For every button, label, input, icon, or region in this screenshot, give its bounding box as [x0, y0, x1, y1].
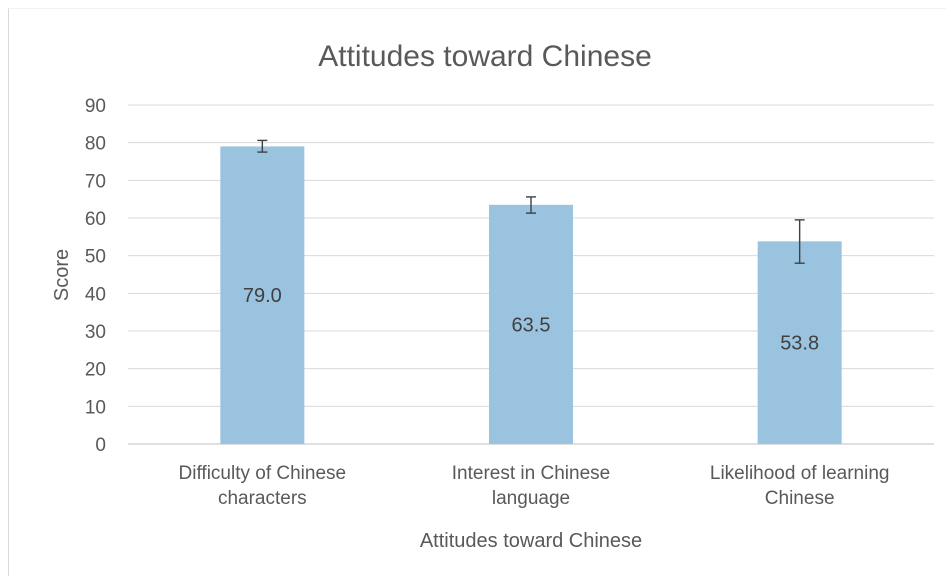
y-tick-label: 50	[85, 247, 106, 268]
y-tick-label: 40	[85, 284, 106, 305]
x-tick-label: Difficulty of Chinese characters	[179, 463, 347, 509]
bar	[220, 146, 305, 444]
data-label: 79.0	[243, 285, 282, 307]
y-tick-label: 20	[85, 360, 106, 381]
y-tick-label: 70	[85, 171, 106, 192]
x-axis-title: Attitudes toward Chinese	[420, 530, 642, 552]
y-tick-label: 10	[85, 397, 106, 418]
y-tick-label: 80	[85, 134, 106, 155]
y-axis-tick-labels: 0 10 20 30 40 50 60 70 80 90	[85, 96, 106, 456]
chart-title: Attitudes toward Chinese	[318, 40, 652, 73]
y-tick-label: 60	[85, 209, 106, 230]
y-tick-label: 0	[95, 435, 106, 456]
bar	[489, 204, 573, 444]
data-labels: 79.0 63.5 53.8	[243, 285, 819, 354]
data-label: 63.5	[512, 314, 551, 336]
x-axis-tick-labels: Difficulty of Chinese characters Interest …	[179, 463, 890, 509]
data-label: 53.8	[780, 333, 819, 355]
x-tick-label: Interest in Chinese language	[452, 463, 610, 509]
x-tick-label: Likelihood of learning Chinese	[710, 463, 890, 509]
error-bars	[257, 139, 805, 264]
y-axis-title: Score	[51, 249, 73, 301]
bar	[757, 241, 842, 444]
y-tick-label: 30	[85, 322, 106, 343]
y-tick-label: 90	[85, 96, 106, 117]
bars	[220, 146, 842, 444]
